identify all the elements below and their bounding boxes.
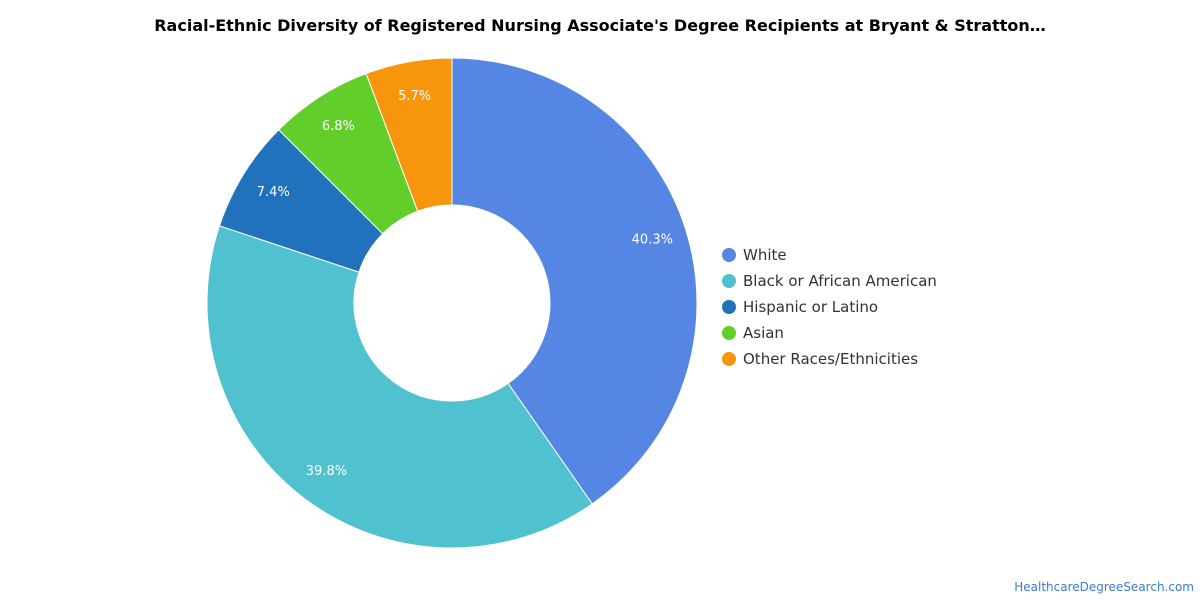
legend-label: Hispanic or Latino <box>743 298 879 316</box>
slice-value-label: 6.8% <box>322 119 355 134</box>
legend-swatch <box>722 248 736 262</box>
legend-swatch <box>722 274 736 288</box>
legend-swatch <box>722 300 736 314</box>
legend-swatch <box>722 326 736 340</box>
legend-item-hispanic-or-latino[interactable]: Hispanic or Latino <box>722 294 937 320</box>
slice-white[interactable] <box>451 57 698 505</box>
legend-item-asian[interactable]: Asian <box>722 320 937 346</box>
legend-label: White <box>743 246 787 264</box>
slice-value-label: 40.3% <box>632 232 673 247</box>
slice-value-label: 39.8% <box>306 464 347 479</box>
legend-item-white[interactable]: White <box>722 242 937 268</box>
legend-item-black-or-african-american[interactable]: Black or African American <box>722 268 937 294</box>
slice-other-races-ethnicities[interactable] <box>365 57 453 212</box>
source-link[interactable]: HealthcareDegreeSearch.com <box>1014 580 1194 594</box>
legend-item-other-races-ethnicities[interactable]: Other Races/Ethnicities <box>722 346 937 372</box>
slice-value-label: 5.7% <box>398 89 431 104</box>
legend-label: Black or African American <box>743 272 937 290</box>
legend: White Black or African American Hispanic… <box>722 242 937 372</box>
legend-swatch <box>722 352 736 366</box>
legend-label: Asian <box>743 324 784 342</box>
slice-black-or-african-american[interactable] <box>206 225 593 549</box>
slice-value-label: 7.4% <box>257 185 290 200</box>
chart-title: Racial-Ethnic Diversity of Registered Nu… <box>154 16 1046 35</box>
legend-label: Other Races/Ethnicities <box>743 350 919 368</box>
